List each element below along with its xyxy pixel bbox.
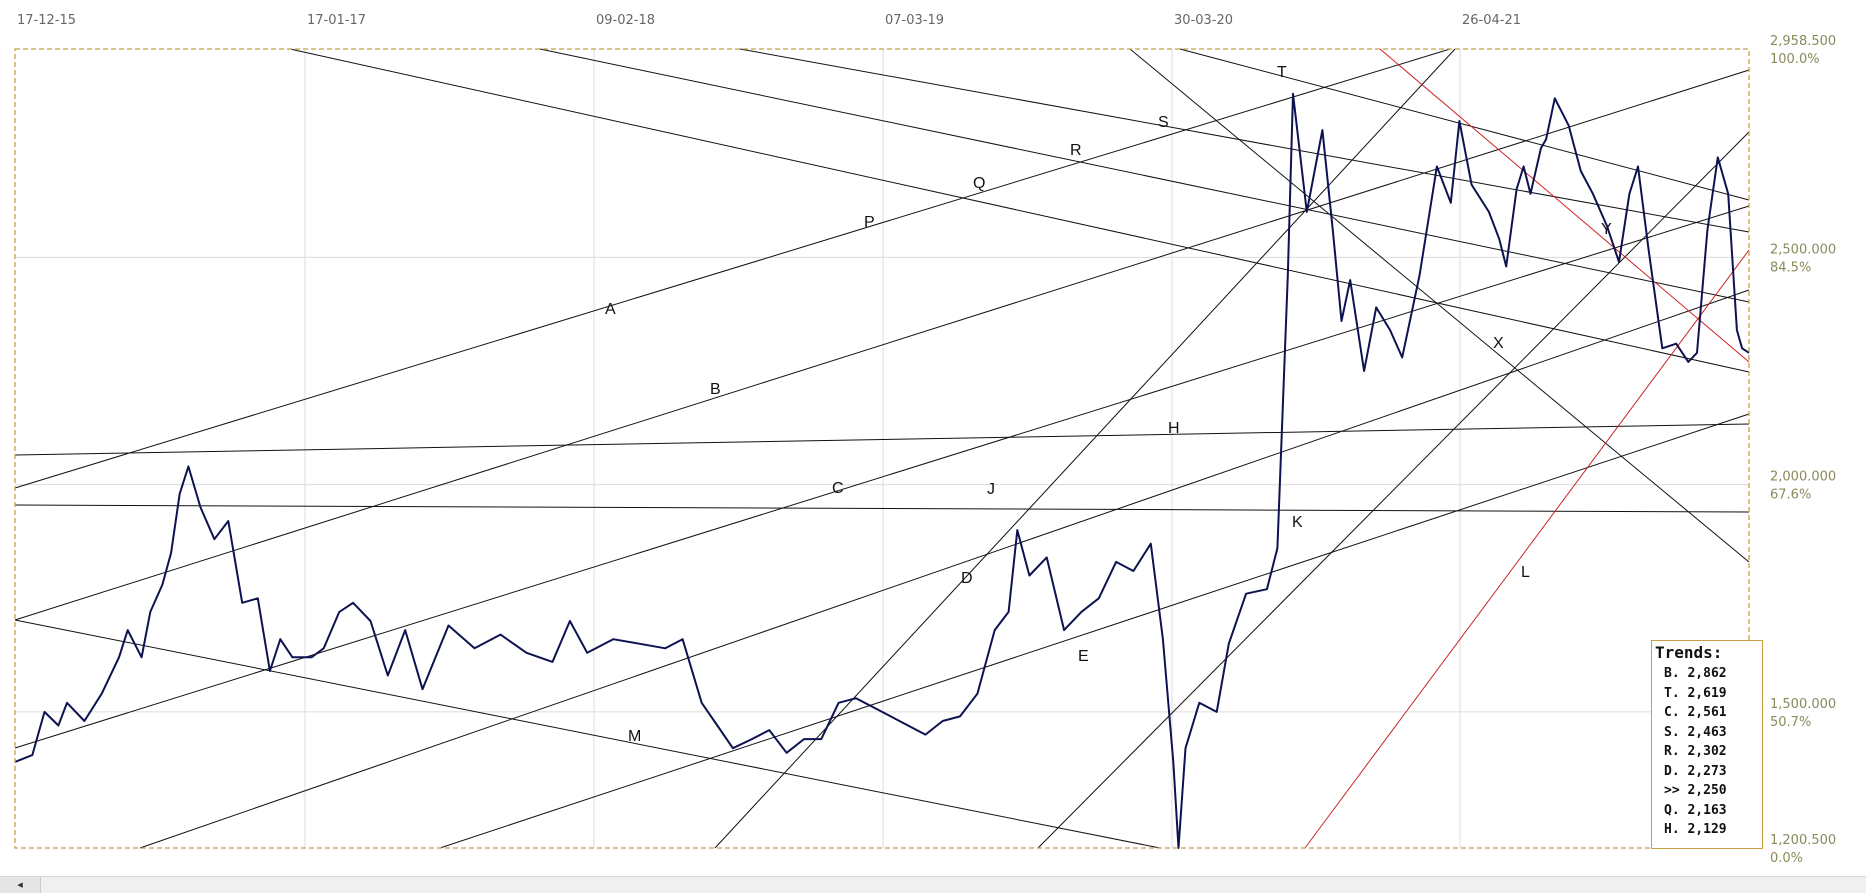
trendline-red bbox=[1379, 48, 1750, 363]
trendline-label: C bbox=[832, 480, 844, 497]
trend-row: >> 2,250 bbox=[1664, 783, 1727, 798]
trend-row: H. 2,129 bbox=[1664, 822, 1727, 837]
trendline-labels: A B C D E H J K M P Q R S T X Y L bbox=[605, 64, 1612, 745]
trendline-label: K bbox=[1292, 514, 1303, 531]
y-tick-label: 2,000.000 bbox=[1770, 470, 1836, 485]
trendline-label: H bbox=[1168, 420, 1180, 437]
trend-row: D. 2,273 bbox=[1664, 763, 1727, 779]
trendline-label: B bbox=[710, 381, 721, 398]
y-tick-pct: 84.5% bbox=[1770, 260, 1811, 275]
price-series bbox=[14, 92, 1750, 849]
trendline bbox=[14, 619, 1161, 849]
trendline-label: A bbox=[605, 301, 616, 318]
x-tick-label: 30-03-20 bbox=[1174, 13, 1233, 28]
y-axis-ticks: 2,958.500 100.0% 2,500.000 84.5% 2,000.000 67… bbox=[1770, 34, 1836, 866]
trendline bbox=[14, 504, 1750, 513]
y-tick-pct: 100.0% bbox=[1770, 52, 1820, 67]
y-tick-pct: 0.0% bbox=[1770, 851, 1803, 866]
x-tick-label: 07-03-19 bbox=[885, 13, 944, 28]
trend-row: C. 2,561 bbox=[1664, 705, 1727, 720]
trendline bbox=[439, 413, 1750, 849]
plot-border bbox=[14, 48, 1750, 849]
trendline bbox=[14, 48, 1451, 489]
trend-row: Q. 2,163 bbox=[1664, 802, 1727, 818]
trendline-label: M bbox=[628, 728, 641, 745]
trendline bbox=[14, 69, 1750, 621]
y-tick-label: 2,500.000 bbox=[1770, 242, 1836, 257]
trendline-red bbox=[1304, 249, 1750, 849]
trendline bbox=[139, 289, 1750, 849]
trends-list: B. 2,862 T. 2,619 C. 2,561 S. 2,463 R. 2… bbox=[1652, 664, 1762, 840]
x-tick-label: 09-02-18 bbox=[596, 13, 655, 28]
trend-row: R. 2,302 bbox=[1664, 744, 1727, 759]
x-axis-ticks: 17-12-15 17-01-17 09-02-18 07-03-19 30-03-20… bbox=[17, 13, 1521, 28]
price-line bbox=[14, 92, 1750, 849]
trends-panel: Trends: B. 2,862 T. 2,619 C. 2,561 S. 2,… bbox=[1651, 640, 1763, 849]
y-tick-pct: 50.7% bbox=[1770, 715, 1811, 730]
y-tick-label: 1,500.000 bbox=[1770, 697, 1836, 712]
horizontal-scrollbar[interactable]: ◂ bbox=[0, 876, 1866, 893]
trendline bbox=[1179, 48, 1750, 201]
trendline-label: T bbox=[1277, 64, 1287, 81]
trendline-label: Q bbox=[973, 175, 985, 192]
trendline-label: R bbox=[1070, 142, 1082, 159]
grid bbox=[15, 49, 1749, 848]
trendline bbox=[714, 48, 1456, 849]
trend-row: B. 2,862 bbox=[1664, 666, 1727, 681]
trendline-label: J bbox=[987, 481, 995, 498]
trendline bbox=[739, 48, 1750, 233]
trend-row: S. 2,463 bbox=[1664, 724, 1727, 740]
y-tick-label: 2,958.500 bbox=[1770, 34, 1836, 49]
trendline-label: E bbox=[1078, 648, 1089, 665]
trendline bbox=[14, 423, 1750, 456]
trendline bbox=[289, 48, 1750, 373]
scroll-left-arrow-icon[interactable]: ◂ bbox=[0, 877, 41, 893]
x-tick-label: 26-04-21 bbox=[1462, 13, 1521, 28]
trend-row: T. 2,619 bbox=[1664, 685, 1727, 701]
trendline-label: S bbox=[1158, 114, 1169, 131]
trendline-label: L bbox=[1521, 564, 1530, 581]
x-tick-label: 17-12-15 bbox=[17, 13, 76, 28]
trendline bbox=[14, 205, 1750, 749]
trendline-label: D bbox=[961, 570, 973, 587]
trendlines bbox=[14, 48, 1750, 849]
y-tick-pct: 67.6% bbox=[1770, 488, 1811, 503]
trendline-label: X bbox=[1493, 335, 1504, 352]
x-tick-label: 17-01-17 bbox=[307, 13, 366, 28]
trendline-label: Y bbox=[1601, 221, 1612, 238]
trendline-label: P bbox=[864, 214, 875, 231]
trendline bbox=[539, 48, 1750, 303]
trendline bbox=[1037, 131, 1750, 849]
y-tick-label: 1,200.500 bbox=[1770, 833, 1836, 848]
trends-title: Trends: bbox=[1655, 643, 1723, 662]
trendline bbox=[1129, 48, 1750, 563]
